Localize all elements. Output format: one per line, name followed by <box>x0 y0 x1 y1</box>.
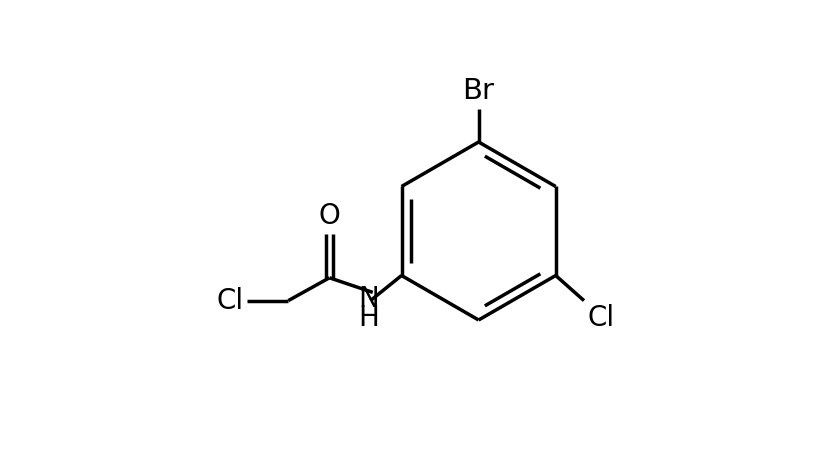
Text: Cl: Cl <box>588 304 615 332</box>
Text: Cl: Cl <box>217 286 244 315</box>
Text: H: H <box>358 304 379 332</box>
Text: Br: Br <box>463 78 495 105</box>
Text: O: O <box>319 202 340 230</box>
Text: N: N <box>358 285 379 313</box>
